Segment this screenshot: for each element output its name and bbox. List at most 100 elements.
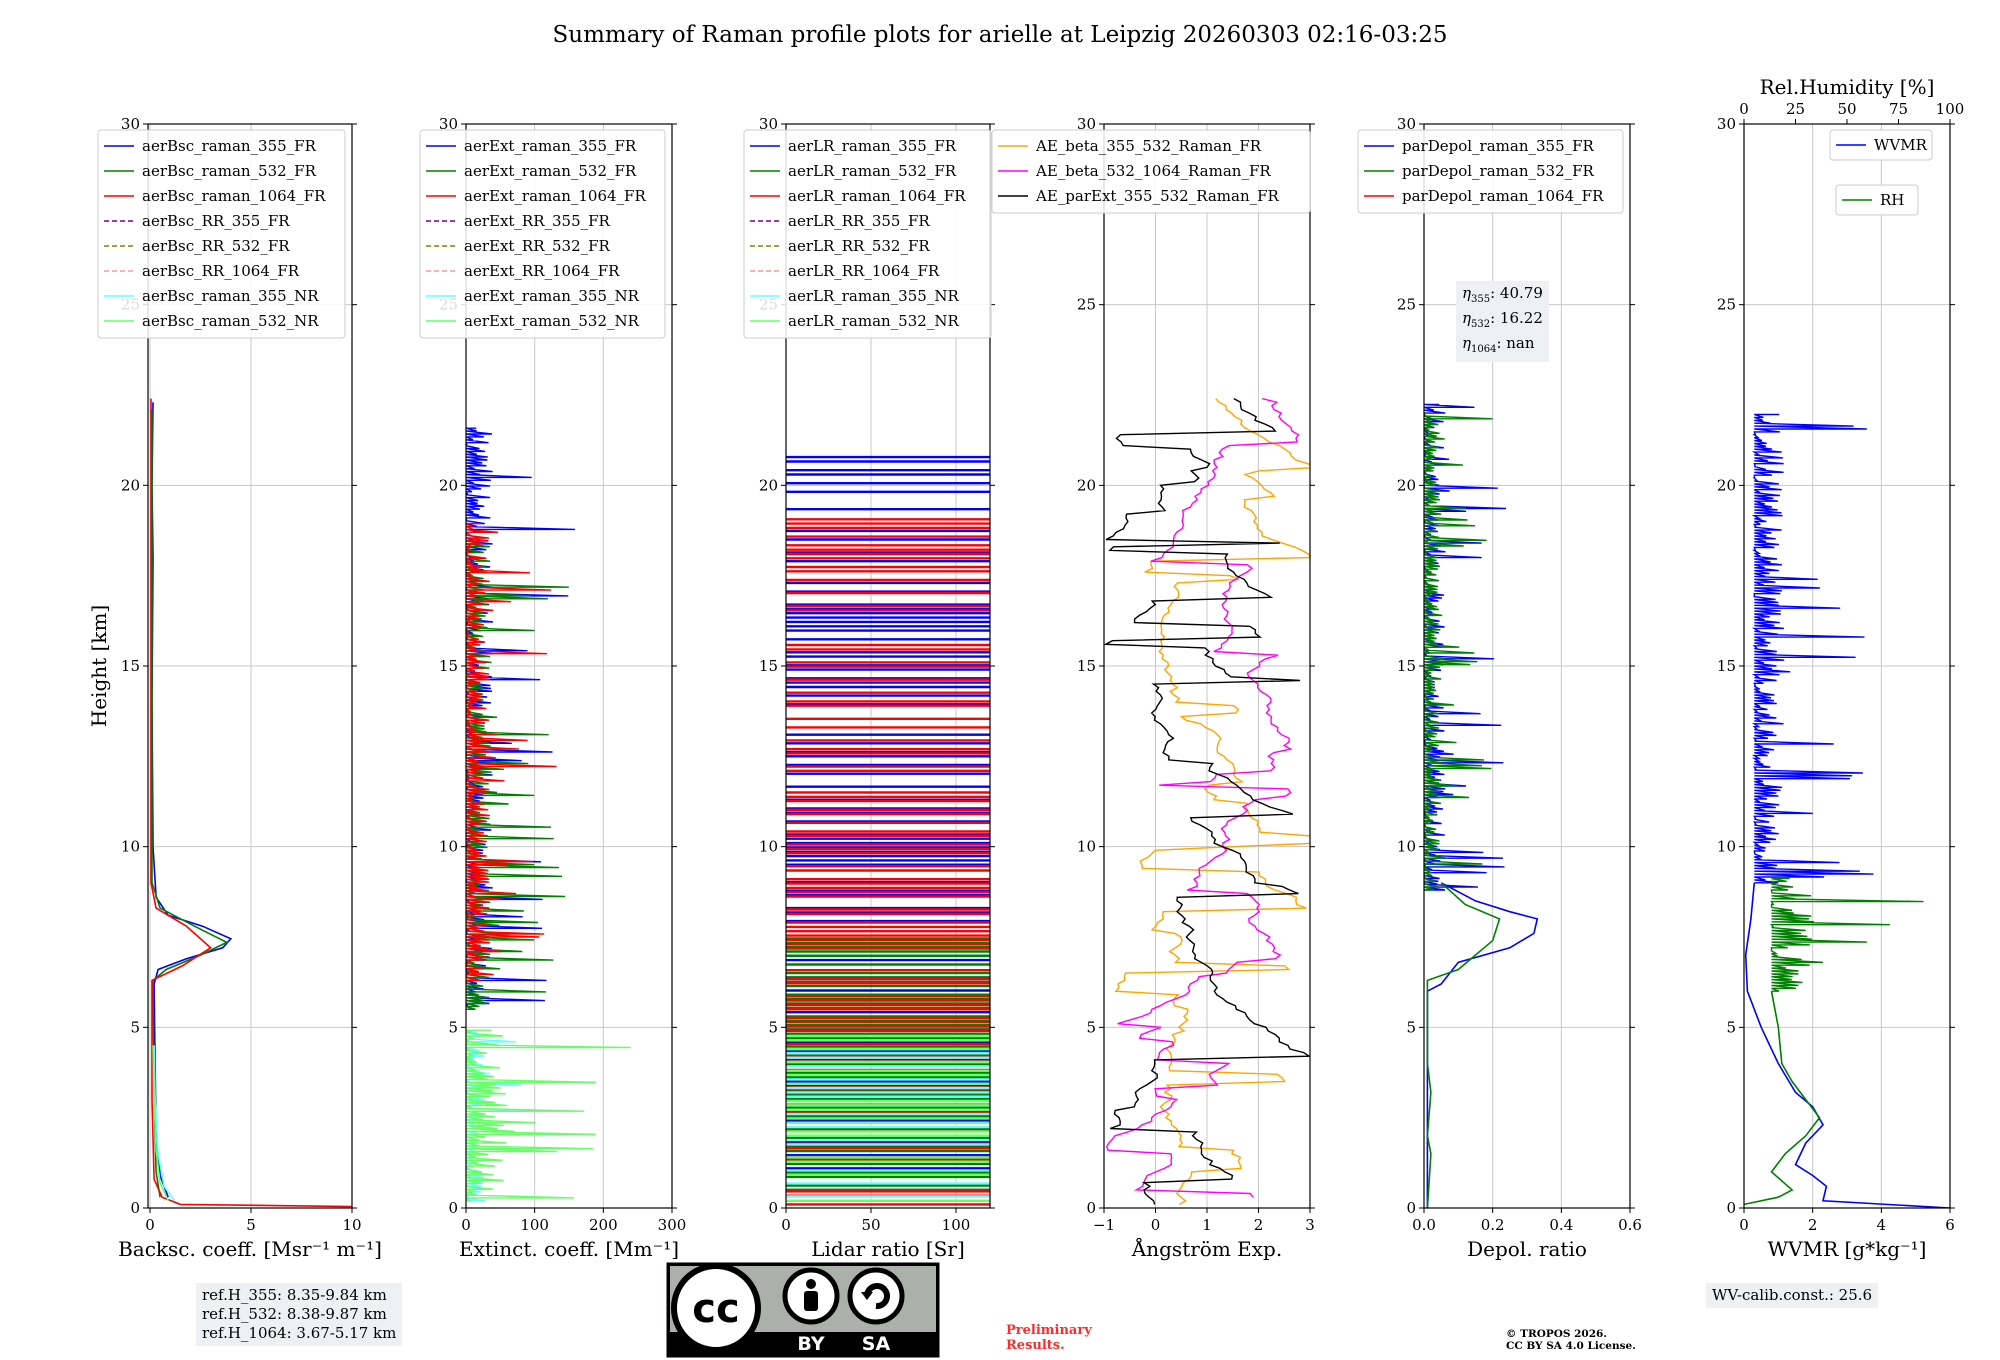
series-line-aerBsc_raman_355_FR (151, 402, 233, 1198)
legend-label: aerBsc_raman_355_FR (142, 137, 317, 155)
series-line-parDepol_raman_355_FR (1426, 882, 1539, 1208)
series-noise-aerExt_raman_532_NR (466, 1029, 631, 1202)
x-tick-label: 0.4 (1549, 1216, 1573, 1234)
wv-calib-box: WV-calib.const.: 25.6 (1706, 1283, 1879, 1308)
series-ae-AE_beta_355_532_Raman_FR (1114, 398, 1310, 1206)
x-axis-label: Lidar ratio [Sr] (811, 1237, 965, 1261)
y-tick-label: 0 (1726, 1199, 1736, 1217)
legend-label: aerLR_RR_532_FR (788, 237, 930, 255)
x-tick-label: 1 (1202, 1216, 1212, 1234)
y-tick-label: 15 (439, 657, 458, 675)
x-tick-label: 0.0 (1412, 1216, 1436, 1234)
legend-label: aerBsc_RR_355_FR (142, 212, 290, 230)
series-line-aerBsc_raman_532_NR (152, 1045, 169, 1202)
x-tick-label: 100 (942, 1216, 971, 1234)
legend-label: aerExt_raman_532_FR (464, 162, 637, 180)
series-ae-AE_beta_532_1064_Raman_FR (1106, 397, 1300, 1198)
series-line-aerBsc_raman_532_FR (151, 409, 229, 1198)
y-tick-label: 10 (1717, 838, 1736, 856)
series-bands-aerLR_raman_532_NR (786, 1034, 990, 1202)
legend-box (97, 129, 346, 339)
legend-box (1835, 184, 1919, 216)
x-tick-label: 4 (1877, 1216, 1887, 1234)
x-axis-label: Backsc. coeff. [Msr⁻¹ m⁻¹] (118, 1237, 382, 1261)
figure-title: Summary of Raman profile plots for ariel… (552, 22, 1448, 48)
y-tick-label: 15 (1077, 657, 1096, 675)
legend-label: aerExt_RR_1064_FR (464, 262, 620, 280)
panel-1: 0510051015202530Backsc. coeff. [Msr⁻¹ m⁻… (87, 115, 382, 1261)
y-tick-label: 30 (759, 115, 778, 133)
x-tick-label: 2 (1254, 1216, 1264, 1234)
legend: aerLR_raman_355_FR aerLR_raman_532_FR aerL… (743, 129, 992, 339)
x-tick-label: 50 (861, 1216, 880, 1234)
y-tick-label: 30 (1717, 115, 1736, 133)
x-tick-label: 5 (246, 1216, 256, 1234)
y-tick-label: 15 (1397, 657, 1416, 675)
y-tick-label: 30 (1397, 115, 1416, 133)
y-tick-label: 10 (1077, 838, 1096, 856)
x-tick-label: 0.6 (1618, 1216, 1642, 1234)
series-group (150, 398, 352, 1208)
legend-label: AE_beta_355_532_Raman_FR (1035, 137, 1262, 155)
series-noise-parDepol_raman_532_FR (1424, 412, 1493, 891)
legend-label: WVMR (1874, 136, 1928, 154)
cc-by-label: BY (797, 1333, 824, 1355)
x-tick-label: 0 (145, 1216, 155, 1234)
x-tick-label: 6 (1945, 1216, 1955, 1234)
y-tick-label: 15 (1717, 657, 1736, 675)
x-axis-label: Depol. ratio (1467, 1237, 1587, 1261)
series-line-aerBsc_raman_1064_FR (150, 398, 352, 1208)
series-line-parDepol_raman_532_FR (1426, 882, 1501, 1208)
y-tick-label: 5 (1406, 1018, 1416, 1036)
legend-label: AE_parExt_355_532_Raman_FR (1035, 187, 1280, 205)
legend: aerBsc_raman_355_FR aerBsc_raman_532_FRae… (97, 129, 346, 339)
x-tick-label: −1 (1093, 1216, 1115, 1234)
y-tick-label: 20 (759, 476, 778, 494)
ref-height-532: ref.H_532: 8.38-9.87 km (202, 1305, 387, 1323)
legend-box (743, 129, 992, 339)
x-tick-label: 0.2 (1481, 1216, 1505, 1234)
series-group (786, 455, 990, 1206)
preliminary-results-note: Preliminary Results. (1006, 1323, 1092, 1353)
legend: aerExt_raman_355_FR aerExt_raman_532_FRae… (419, 129, 666, 339)
series-group (466, 427, 631, 1202)
legend-label: parDepol_raman_355_FR (1402, 137, 1595, 155)
wv-calib-const: WV-calib.const.: 25.6 (1712, 1286, 1873, 1304)
y-tick-label: 10 (439, 838, 458, 856)
legend-box (419, 129, 666, 339)
legend-label: parDepol_raman_532_FR (1402, 162, 1595, 180)
y-tick-label: 5 (130, 1018, 140, 1036)
legend-label: aerBsc_RR_1064_FR (142, 262, 300, 280)
y-tick-label: 0 (448, 1199, 458, 1217)
top-x-tick-label: 100 (1936, 100, 1965, 118)
top-x-tick-label: 25 (1786, 100, 1805, 118)
legend-box (1357, 129, 1624, 214)
legend-box (991, 129, 1311, 214)
legend-label: aerBsc_RR_532_FR (142, 237, 290, 255)
series-group (1104, 397, 1310, 1206)
legend-label: aerBsc_raman_532_NR (142, 312, 319, 330)
legend-box (1829, 129, 1933, 161)
y-tick-label: 10 (1397, 838, 1416, 856)
x-tick-label: 10 (342, 1216, 361, 1234)
legend-label: aerLR_raman_355_FR (788, 137, 957, 155)
series-noise-WVMR (1751, 413, 1874, 884)
x-tick-label: 200 (589, 1216, 618, 1234)
reference-heights-box: ref.H_355: 8.35-9.84 km ref.H_532: 8.38-… (196, 1283, 403, 1346)
x-axis-label: Ångström Exp. (1131, 1236, 1282, 1261)
y-tick-label: 30 (121, 115, 140, 133)
legend-label: RH (1880, 191, 1904, 209)
y-tick-label: 0 (1086, 1199, 1096, 1217)
series-line-RH (1744, 991, 1821, 1206)
legend-label: aerExt_raman_532_NR (464, 312, 640, 330)
eta-532: η532: 16.22 (1462, 309, 1543, 330)
copyright-note: © TROPOS 2026. CC BY SA 4.0 License. (1506, 1328, 1636, 1352)
legend-label: aerBsc_raman_1064_FR (142, 187, 326, 205)
y-tick-label: 30 (439, 115, 458, 133)
y-tick-label: 5 (448, 1018, 458, 1036)
series-group (1424, 403, 1539, 1208)
legend-label: aerExt_raman_355_NR (464, 287, 640, 305)
